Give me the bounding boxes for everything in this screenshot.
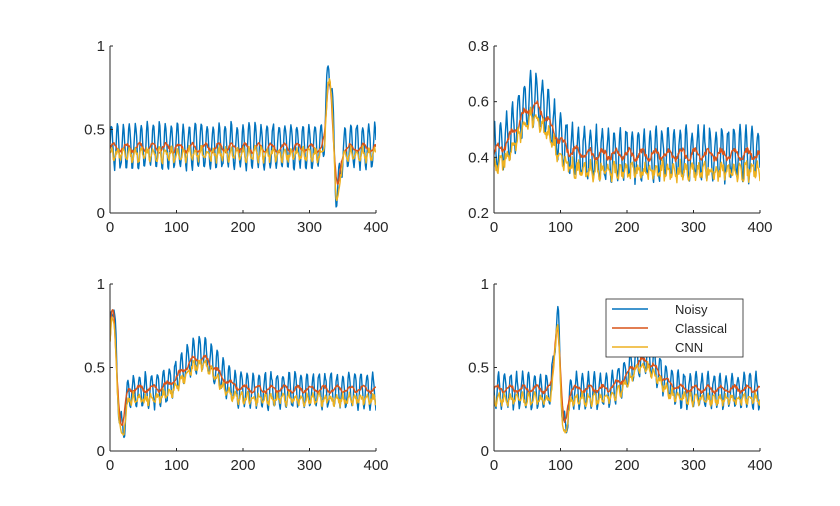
x-tick-label: 100 bbox=[548, 219, 573, 236]
series-group bbox=[494, 69, 760, 186]
x-tick-label: 100 bbox=[548, 457, 573, 474]
y-tick-label: 1 bbox=[481, 276, 489, 293]
legend-label-classical: Classical bbox=[675, 321, 727, 336]
series-line-noisy bbox=[494, 69, 760, 186]
y-tick-label: 0.6 bbox=[468, 94, 489, 111]
x-tick-label: 100 bbox=[164, 457, 189, 474]
y-tick-label: 0 bbox=[97, 205, 105, 222]
y-tick-label: 0 bbox=[481, 443, 489, 460]
legend: Noisy Classical CNN bbox=[605, 298, 744, 358]
series-line-noisy bbox=[110, 65, 376, 208]
x-tick-label: 400 bbox=[747, 457, 772, 474]
y-tick-label: 0 bbox=[97, 443, 105, 460]
x-tick-label: 400 bbox=[747, 219, 772, 236]
series-line-classical bbox=[494, 100, 760, 163]
x-tick-label: 400 bbox=[363, 219, 388, 236]
x-tick-label: 300 bbox=[297, 219, 322, 236]
y-tick-label: 1 bbox=[97, 276, 105, 293]
legend-label-noisy: Noisy bbox=[675, 302, 708, 317]
series-line-classical bbox=[110, 309, 376, 427]
x-tick-label: 300 bbox=[681, 219, 706, 236]
x-tick-label: 200 bbox=[614, 457, 639, 474]
series-group bbox=[110, 309, 376, 439]
y-tick-label: 0.8 bbox=[468, 38, 489, 55]
x-tick-label: 300 bbox=[681, 457, 706, 474]
y-tick-label: 0.5 bbox=[84, 122, 105, 139]
subplot-3: 0 100 200 300 400 0 0.5 1 bbox=[84, 276, 388, 474]
x-tick-label: 400 bbox=[363, 457, 388, 474]
x-tick-label: 200 bbox=[614, 219, 639, 236]
series-group bbox=[110, 65, 376, 208]
x-tick-label: 0 bbox=[106, 219, 114, 236]
series-line-cnn bbox=[110, 78, 376, 202]
y-tick-label: 0.5 bbox=[84, 360, 105, 377]
series-line-cnn bbox=[110, 316, 376, 436]
x-tick-label: 100 bbox=[164, 219, 189, 236]
y-tick-label: 0.2 bbox=[468, 205, 489, 222]
y-tick-label: 0.5 bbox=[468, 360, 489, 377]
y-tick-label: 0.4 bbox=[468, 149, 489, 166]
subplot-4: 0 100 200 300 400 0 0.5 1 Noisy Classical CNN bbox=[468, 276, 772, 474]
series-group bbox=[494, 305, 760, 434]
series-line-classical bbox=[494, 327, 760, 424]
x-tick-label: 0 bbox=[490, 457, 498, 474]
y-tick-label: 1 bbox=[97, 38, 105, 55]
x-tick-label: 0 bbox=[490, 219, 498, 236]
x-tick-label: 200 bbox=[230, 219, 255, 236]
subplot-1: 0 100 200 300 400 0 0.5 1 bbox=[84, 38, 388, 236]
series-line-cnn bbox=[494, 324, 760, 434]
x-tick-label: 300 bbox=[297, 457, 322, 474]
legend-label-cnn: CNN bbox=[675, 340, 703, 355]
series-line-cnn bbox=[494, 106, 760, 184]
subplot-2: 0 100 200 300 400 0.2 0.4 0.6 0.8 bbox=[468, 38, 772, 236]
x-tick-label: 0 bbox=[106, 457, 114, 474]
x-tick-label: 200 bbox=[230, 457, 255, 474]
